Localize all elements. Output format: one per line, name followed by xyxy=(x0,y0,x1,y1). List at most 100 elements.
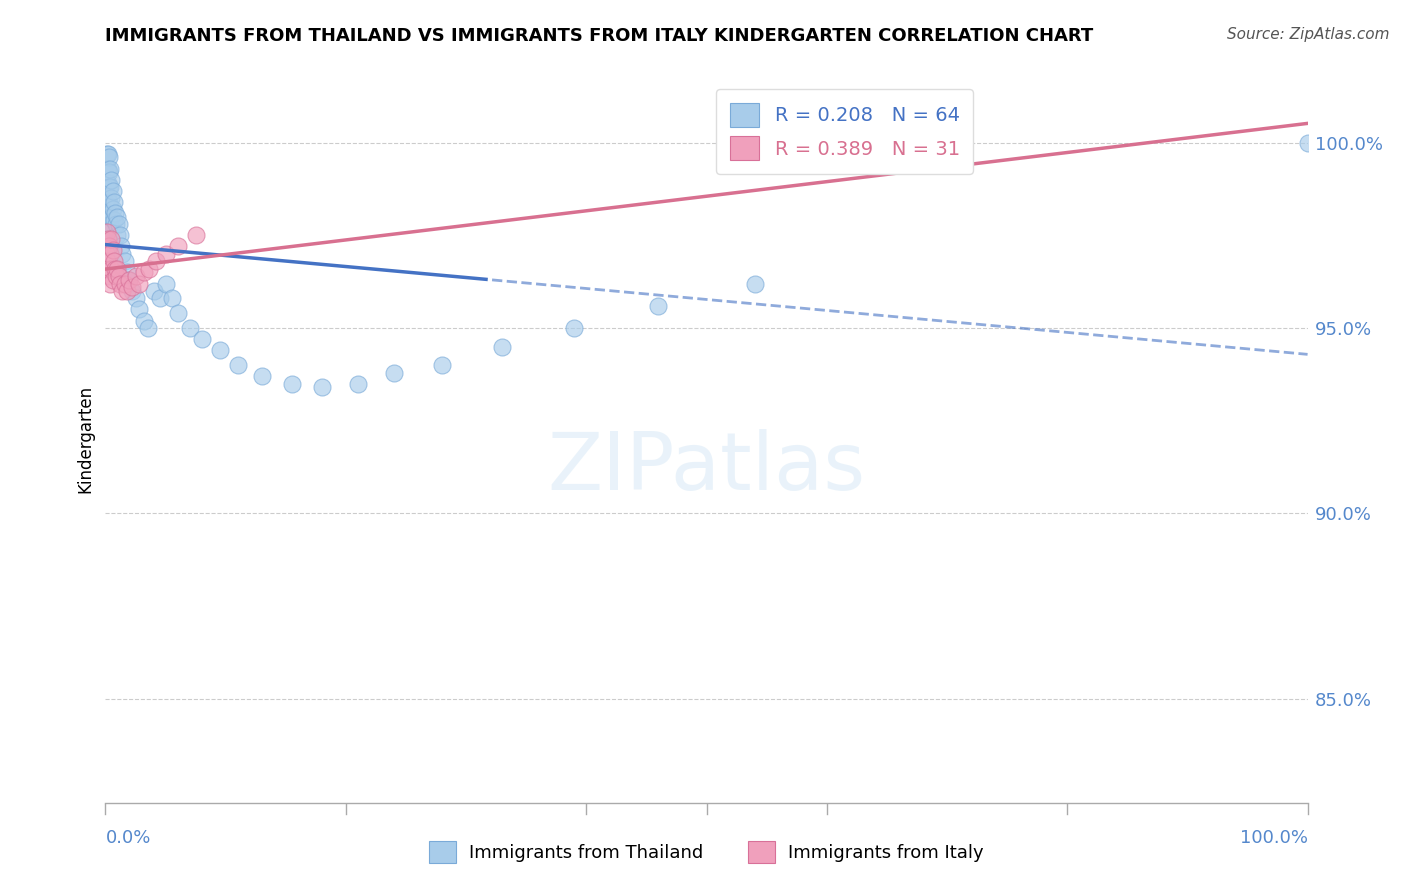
Point xyxy=(190,332,212,346)
Point xyxy=(108,277,131,291)
Point xyxy=(160,291,183,305)
Point xyxy=(132,313,155,327)
Point xyxy=(100,172,122,186)
Point xyxy=(111,284,134,298)
Point xyxy=(107,228,129,243)
Point xyxy=(98,180,121,194)
Point xyxy=(96,146,118,161)
Point xyxy=(97,191,120,205)
Point xyxy=(281,376,304,391)
Point xyxy=(184,228,207,243)
Point xyxy=(100,210,122,224)
Point xyxy=(115,265,138,279)
Text: Source: ZipAtlas.com: Source: ZipAtlas.com xyxy=(1226,27,1389,42)
Point xyxy=(101,202,124,217)
Point xyxy=(121,284,143,298)
Point xyxy=(155,277,177,291)
Point xyxy=(96,254,118,268)
Point xyxy=(647,299,669,313)
Text: IMMIGRANTS FROM THAILAND VS IMMIGRANTS FROM ITALY KINDERGARTEN CORRELATION CHART: IMMIGRANTS FROM THAILAND VS IMMIGRANTS F… xyxy=(105,27,1094,45)
Point xyxy=(311,380,333,394)
Point xyxy=(226,358,249,372)
Point xyxy=(98,210,121,224)
Point xyxy=(96,161,118,176)
Point xyxy=(98,277,121,291)
Point xyxy=(562,321,585,335)
Point xyxy=(108,228,131,243)
Point xyxy=(100,232,122,246)
Point xyxy=(138,261,160,276)
Point xyxy=(103,254,125,268)
Point xyxy=(104,206,127,220)
Point xyxy=(118,273,141,287)
Point xyxy=(98,165,121,179)
Point xyxy=(97,146,120,161)
Point xyxy=(128,302,150,317)
Point xyxy=(97,161,120,176)
Text: 0.0%: 0.0% xyxy=(105,829,150,847)
Point xyxy=(98,239,121,253)
Point xyxy=(97,206,120,220)
Point xyxy=(148,291,170,305)
Point xyxy=(96,191,118,205)
Point xyxy=(96,225,118,239)
Point xyxy=(103,213,125,227)
Text: 100.0%: 100.0% xyxy=(1240,829,1308,847)
Point xyxy=(179,321,201,335)
Point xyxy=(155,247,177,261)
Point xyxy=(100,261,122,276)
Point xyxy=(115,284,138,298)
Point xyxy=(430,358,453,372)
Point xyxy=(98,194,121,209)
Point xyxy=(111,247,134,261)
Point xyxy=(104,261,127,276)
Point xyxy=(103,194,125,209)
Point xyxy=(166,239,188,253)
Point xyxy=(97,232,120,246)
Point xyxy=(107,210,129,224)
Point xyxy=(121,280,143,294)
Point xyxy=(98,232,121,246)
Point xyxy=(97,177,120,191)
Point xyxy=(136,321,159,335)
Point xyxy=(105,269,128,284)
Point xyxy=(101,243,124,257)
Point xyxy=(107,261,129,276)
Point xyxy=(105,217,128,231)
Point xyxy=(97,220,120,235)
Point xyxy=(118,273,141,287)
Point xyxy=(347,376,370,391)
Point xyxy=(98,217,121,231)
Point xyxy=(142,284,165,298)
Text: ZIPatlas: ZIPatlas xyxy=(547,429,866,508)
Point xyxy=(98,150,121,164)
Y-axis label: Kindergarten: Kindergarten xyxy=(76,385,94,493)
Point xyxy=(491,340,513,354)
Point xyxy=(166,306,188,320)
Point xyxy=(97,261,120,276)
Point xyxy=(98,180,121,194)
Point xyxy=(107,269,129,284)
Point xyxy=(208,343,231,358)
Point xyxy=(96,206,118,220)
Point xyxy=(98,247,121,261)
Point xyxy=(124,291,146,305)
Point xyxy=(250,369,273,384)
Point xyxy=(98,199,121,213)
Point xyxy=(107,217,129,231)
Point xyxy=(114,277,136,291)
Point xyxy=(101,273,124,287)
Point xyxy=(744,277,766,291)
Point xyxy=(110,239,132,253)
Point xyxy=(114,254,136,268)
Point xyxy=(128,277,150,291)
Legend: R = 0.208   N = 64, R = 0.389   N = 31: R = 0.208 N = 64, R = 0.389 N = 31 xyxy=(716,89,973,174)
Point xyxy=(98,269,121,284)
Point xyxy=(1296,136,1319,150)
Point xyxy=(96,177,118,191)
Point xyxy=(124,269,146,284)
Point xyxy=(382,366,405,380)
Point xyxy=(101,184,124,198)
Point xyxy=(132,265,155,279)
Point xyxy=(145,254,167,268)
